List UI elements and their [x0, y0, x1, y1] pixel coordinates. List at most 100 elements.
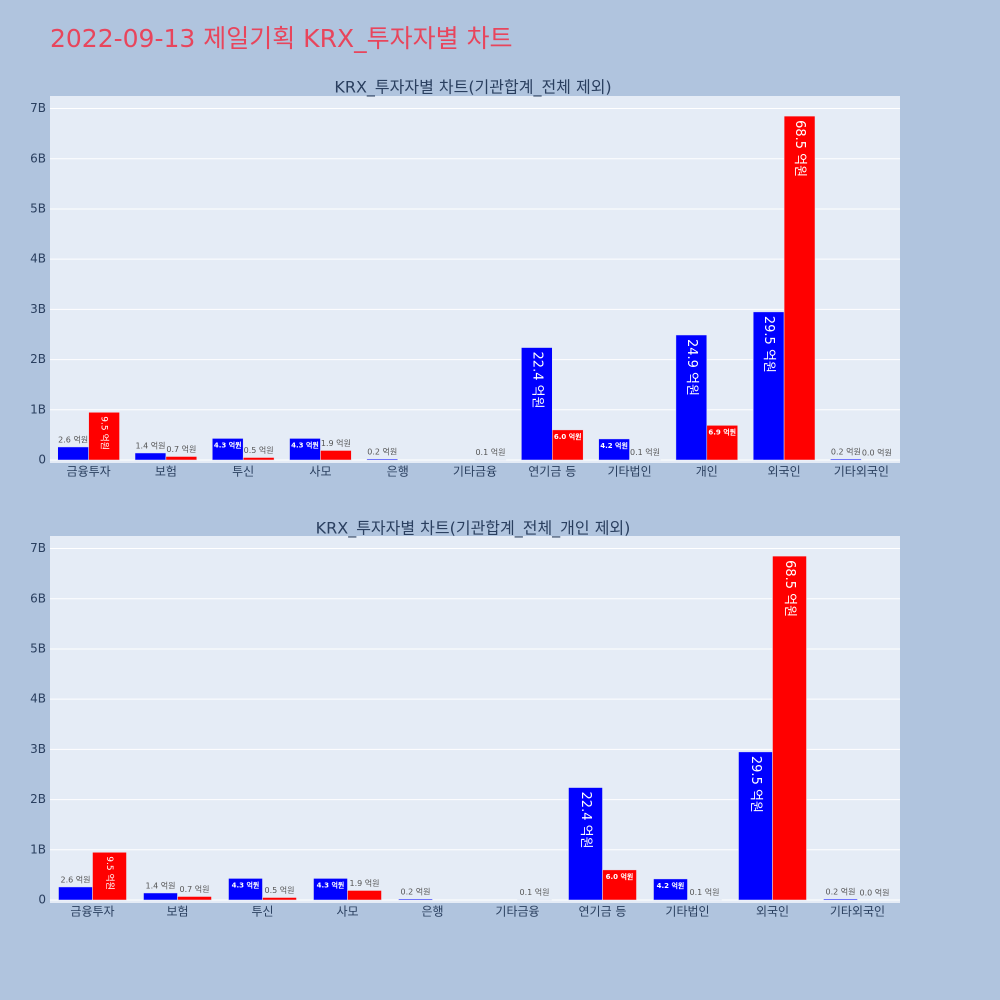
- data-label: 4.3 억원: [232, 880, 260, 889]
- data-label: 2.6 억원: [58, 434, 88, 444]
- chart-title: KRX_투자자별 차트(기관합계_전체_개인 제외): [316, 519, 631, 539]
- data-label: 22.4 억원: [529, 352, 544, 409]
- bar: [347, 890, 382, 901]
- bar: [57, 446, 89, 461]
- bar: [517, 899, 552, 901]
- bar: [58, 886, 93, 901]
- data-label: 0.0 억원: [862, 448, 892, 458]
- x-tick-label: 외국인: [768, 465, 801, 479]
- x-tick-label: 투신: [232, 465, 254, 479]
- bar: [262, 897, 297, 901]
- data-label: 29.5 억원: [748, 756, 763, 813]
- x-tick-label: 사모: [336, 905, 358, 919]
- bar: [653, 878, 688, 901]
- y-tick-label: 5B: [30, 201, 46, 215]
- data-label: 0.5 억원: [244, 445, 274, 455]
- data-label: 29.5 억원: [761, 316, 776, 373]
- data-label: 9.5 억원: [99, 416, 111, 450]
- data-label: 0.2 억원: [831, 446, 861, 456]
- y-tick-label: 0: [38, 453, 46, 467]
- y-tick-label: 2B: [30, 352, 46, 366]
- x-tick-label: 은행: [387, 464, 409, 479]
- bar: [88, 412, 120, 461]
- bar: [92, 852, 127, 901]
- data-label: 0.2 억원: [826, 886, 856, 896]
- y-tick-label: 3B: [30, 302, 46, 316]
- data-label: 6.0 억원: [554, 432, 582, 441]
- x-tick-label: 금융투자: [67, 465, 111, 479]
- x-tick-label: 기타법인: [607, 465, 651, 479]
- bar: [830, 458, 862, 461]
- x-tick-label: 개인: [696, 465, 718, 479]
- x-tick-label: 투신: [251, 905, 273, 919]
- bar: [320, 450, 352, 461]
- x-tick-label: 은행: [421, 904, 443, 919]
- y-tick-label: 2B: [30, 792, 46, 806]
- x-tick-label: 외국인: [756, 905, 789, 919]
- data-label: 0.2 억원: [401, 886, 431, 896]
- bar: [772, 555, 807, 901]
- bar: [143, 892, 178, 901]
- y-tick-label: 7B: [30, 541, 46, 555]
- y-tick-label: 6B: [30, 151, 46, 165]
- data-label: 0.2 억원: [367, 446, 397, 456]
- x-tick-label: 금융투자: [70, 905, 114, 919]
- bar: [675, 334, 708, 461]
- x-tick-label: 기타외국인: [830, 905, 885, 919]
- data-label: 2.6 억원: [61, 874, 91, 884]
- data-label: 22.4 억원: [578, 792, 593, 849]
- bar: [738, 751, 773, 901]
- data-label: 1.4 억원: [146, 880, 176, 890]
- data-label: 68.5 억원: [782, 560, 797, 617]
- y-tick-label: 7B: [30, 101, 46, 115]
- x-tick-label: 보험: [166, 905, 188, 919]
- y-tick-label: 6B: [30, 591, 46, 605]
- y-tick-label: 4B: [30, 692, 46, 706]
- data-label: 24.9 억원: [684, 339, 699, 396]
- bar: [823, 898, 858, 901]
- x-tick-label: 기타외국인: [834, 465, 889, 479]
- x-tick-label: 연기금 등: [528, 465, 576, 479]
- page-title: 2022-09-13 제일기획 KRX_투자자별 차트: [50, 24, 513, 53]
- x-tick-label: 사모: [309, 465, 331, 479]
- data-label: 0.5 억원: [265, 885, 295, 895]
- bar: [706, 425, 738, 461]
- data-label: 6.9 억원: [708, 427, 736, 436]
- bar: [134, 452, 167, 461]
- y-tick-label: 1B: [30, 842, 46, 856]
- bar: [366, 458, 398, 461]
- bar: [629, 459, 661, 461]
- x-tick-label: 연기금 등: [579, 905, 627, 919]
- data-label: 1.9 억원: [350, 878, 380, 888]
- data-label: 4.3 억원: [214, 440, 242, 449]
- bar: [242, 457, 275, 461]
- x-tick-label: 기타법인: [665, 905, 709, 919]
- bar: [398, 898, 433, 901]
- bar: [212, 438, 244, 461]
- y-tick-label: 3B: [30, 742, 46, 756]
- bar: [228, 878, 263, 901]
- bar: [752, 311, 785, 461]
- data-label: 1.9 억원: [321, 438, 351, 448]
- data-label: 4.2 억원: [657, 881, 685, 890]
- bar: [598, 438, 630, 461]
- data-label: 1.4 억원: [135, 440, 165, 450]
- chart-title: KRX_투자자별 차트(기관합계_전체 제외): [334, 78, 611, 98]
- bar: [289, 438, 321, 461]
- bar: [474, 459, 507, 461]
- data-label: 0.1 억원: [630, 447, 660, 457]
- y-tick-label: 5B: [30, 641, 46, 655]
- bar: [521, 347, 553, 461]
- data-label: 0.1 억원: [475, 447, 505, 457]
- data-label: 4.3 억원: [317, 880, 345, 889]
- bar: [177, 896, 212, 901]
- data-label: 4.2 억원: [600, 441, 628, 450]
- bar: [602, 869, 637, 901]
- y-tick-label: 4B: [30, 252, 46, 266]
- data-label: 0.1 억원: [690, 887, 720, 897]
- y-tick-label: 0: [38, 893, 46, 907]
- bar: [783, 115, 816, 461]
- bar: [313, 878, 348, 901]
- bar: [165, 456, 198, 461]
